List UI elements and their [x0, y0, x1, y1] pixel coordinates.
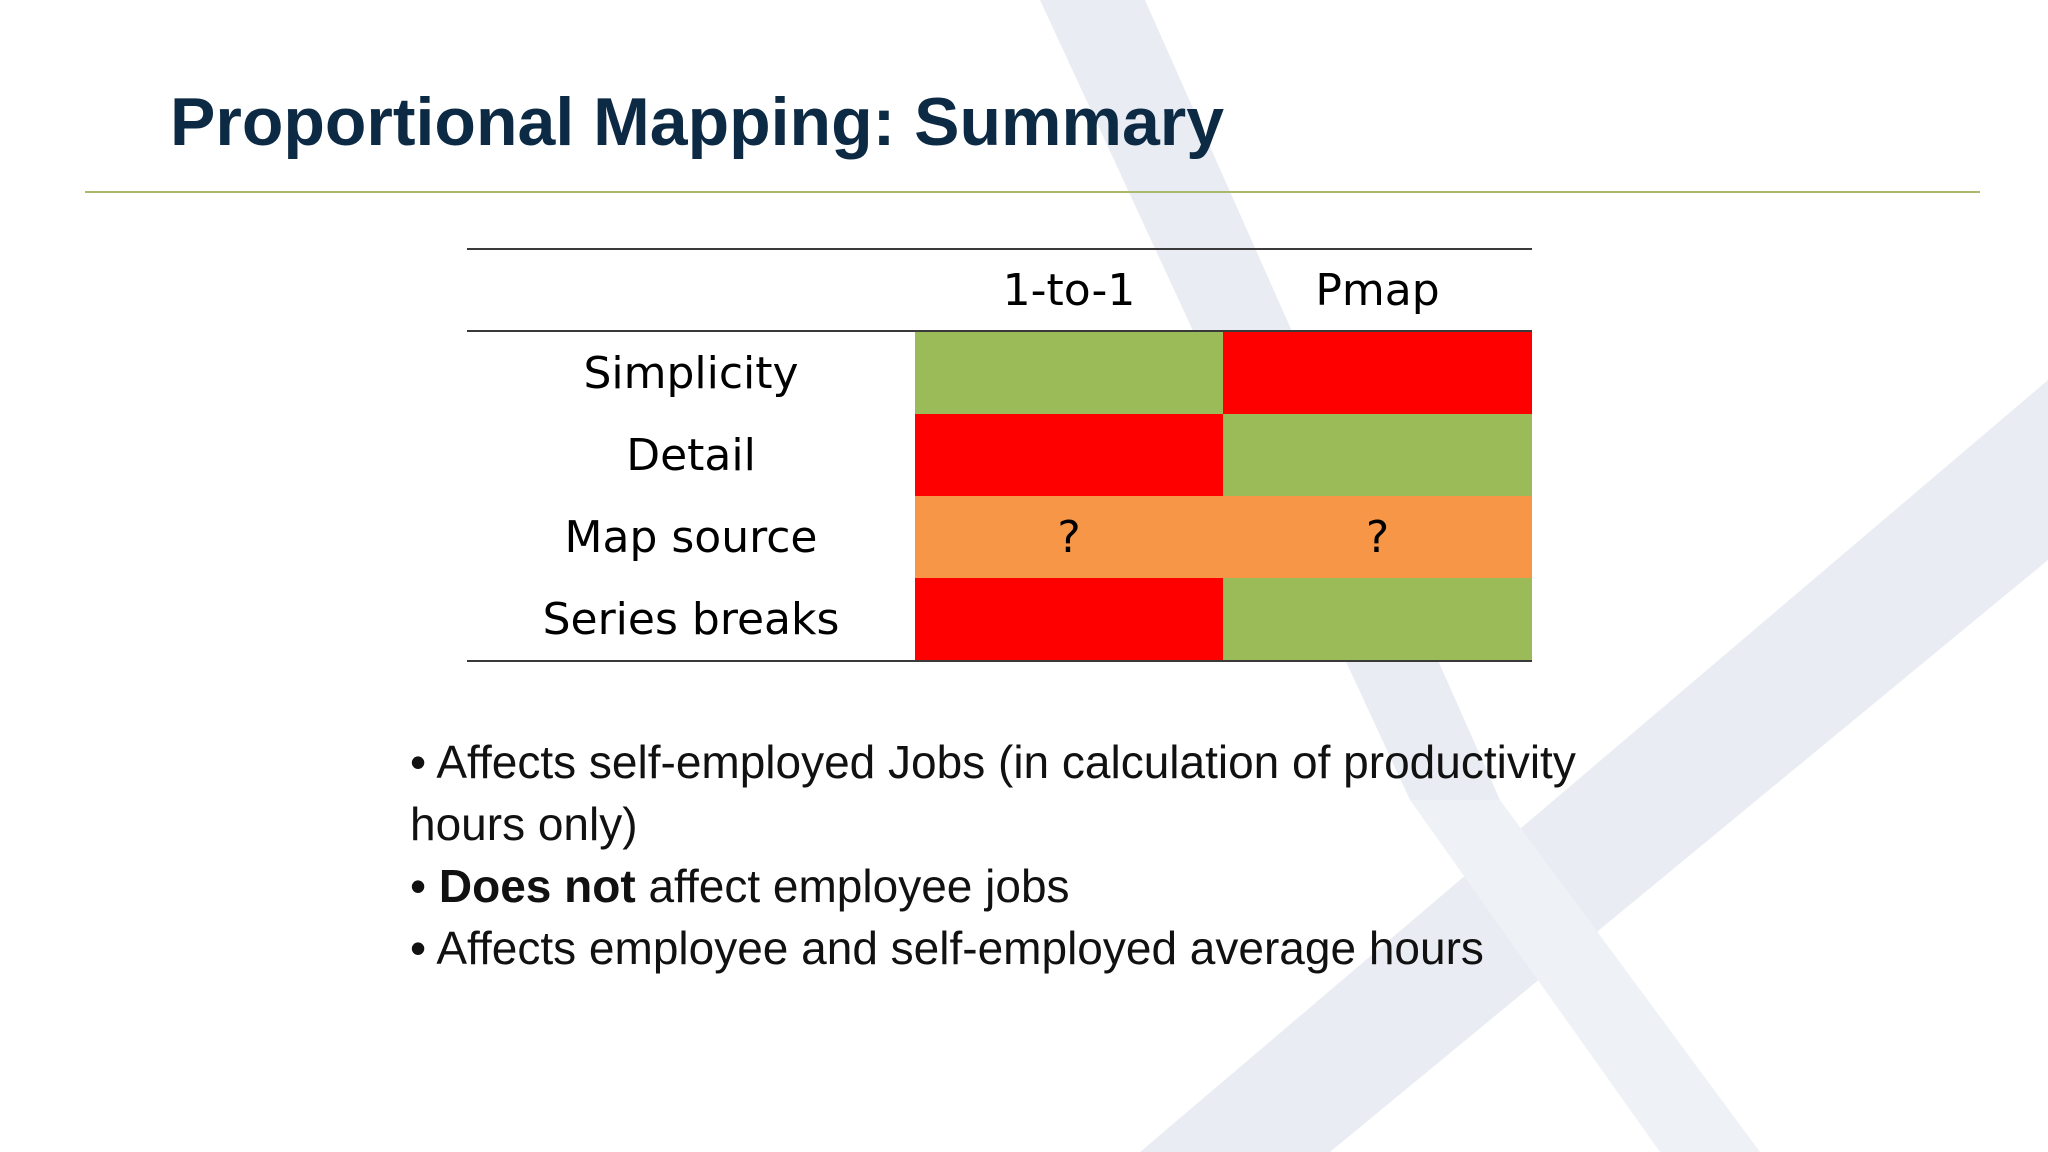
status-cell — [1223, 578, 1532, 661]
bullet-marker: • — [410, 922, 427, 974]
bullet-bold-text: Does not — [438, 860, 636, 912]
bullet-text: affect employee jobs — [635, 860, 1070, 912]
header-cell-empty — [467, 249, 915, 331]
watermark-stroke-lower — [1410, 800, 1760, 1152]
header-cell-pmap: Pmap — [1315, 264, 1440, 316]
watermark-stroke-right — [1140, 380, 2048, 1152]
status-cell: ? — [915, 496, 1223, 578]
header-cell-1-to-1: 1-to-1 — [1002, 264, 1136, 316]
table-row: Detail — [467, 414, 1532, 496]
bullet-list: • Affects self-employed Jobs (in calcula… — [410, 731, 1640, 979]
row-label-detail: Detail — [626, 429, 756, 481]
status-cell — [1223, 414, 1532, 496]
row-label-series-breaks: Series breaks — [542, 593, 840, 645]
table-header-row: 1-to-1 Pmap — [467, 249, 1532, 331]
bullet-text: Affects employee and self-employed avera… — [436, 922, 1484, 974]
table-row: Series breaks — [467, 578, 1532, 661]
table-row: Map source ? ? — [467, 496, 1532, 578]
row-label-simplicity: Simplicity — [583, 347, 799, 399]
bullet-text: Affects self-employed Jobs (in calculati… — [410, 736, 1576, 850]
bullet-item: • Does not affect employee jobs — [410, 855, 1640, 917]
comparison-table: 1-to-1 Pmap Simplicity Detail Map source… — [467, 248, 1532, 662]
title-divider — [85, 191, 1980, 193]
status-cell: ? — [1223, 496, 1532, 578]
bullet-item: • Affects employee and self-employed ave… — [410, 917, 1640, 979]
status-cell — [1223, 331, 1532, 414]
status-cell — [915, 578, 1223, 661]
bullet-marker: • — [410, 860, 427, 912]
table-row: Simplicity — [467, 331, 1532, 414]
page-title: Proportional Mapping: Summary — [170, 84, 1225, 160]
row-label-map-source: Map source — [564, 511, 818, 563]
status-cell — [915, 331, 1223, 414]
bullet-marker: • — [410, 736, 427, 788]
status-cell — [915, 414, 1223, 496]
bullet-item: • Affects self-employed Jobs (in calcula… — [410, 731, 1640, 855]
